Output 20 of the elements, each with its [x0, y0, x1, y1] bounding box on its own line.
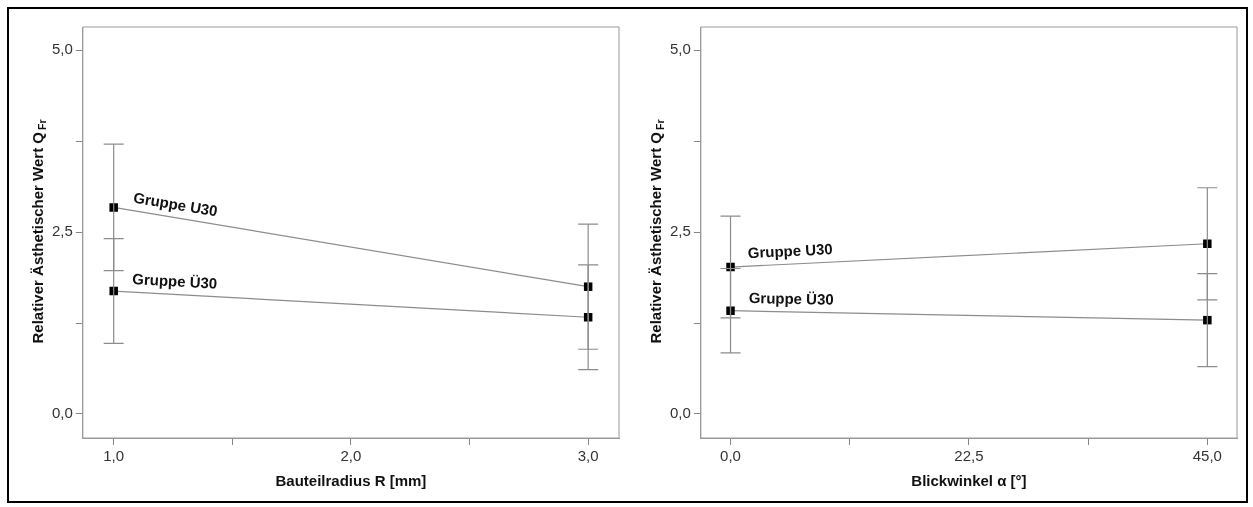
x-axis-title: Bauteilradius R [mm]	[275, 472, 427, 490]
y-tick-label: 2,5	[51, 222, 73, 240]
y-axis-title: Relativer Ästhetischer Wert QFr	[29, 119, 49, 344]
text: Gruppe U30	[132, 188, 219, 220]
x-tick-label: 2,0	[340, 447, 362, 465]
x-axis-title: Blickwinkel α [°]	[911, 472, 1027, 490]
y-tick-label: 2,5	[669, 222, 691, 240]
x-tick-label: 3,0	[577, 447, 599, 465]
x-tick-label: 22,5	[954, 447, 984, 465]
series-label: Gruppe U30	[747, 240, 834, 262]
y-tick-label: 0,0	[51, 404, 73, 422]
x-tick-label: 0,0	[720, 447, 741, 465]
y-tick-label: 5,0	[51, 40, 73, 58]
x-tick-label: 45,0	[1192, 447, 1222, 465]
x-tick-label: 1,0	[103, 447, 125, 465]
series-label: Gruppe Ü30	[131, 270, 218, 292]
y-tick-label: 5,0	[669, 40, 691, 58]
y-tick-label: 0,0	[669, 404, 691, 422]
y-axis-title: Relativer Ästhetischer Wert QFr	[647, 119, 667, 344]
series-label: Gruppe Ü30	[748, 289, 834, 308]
